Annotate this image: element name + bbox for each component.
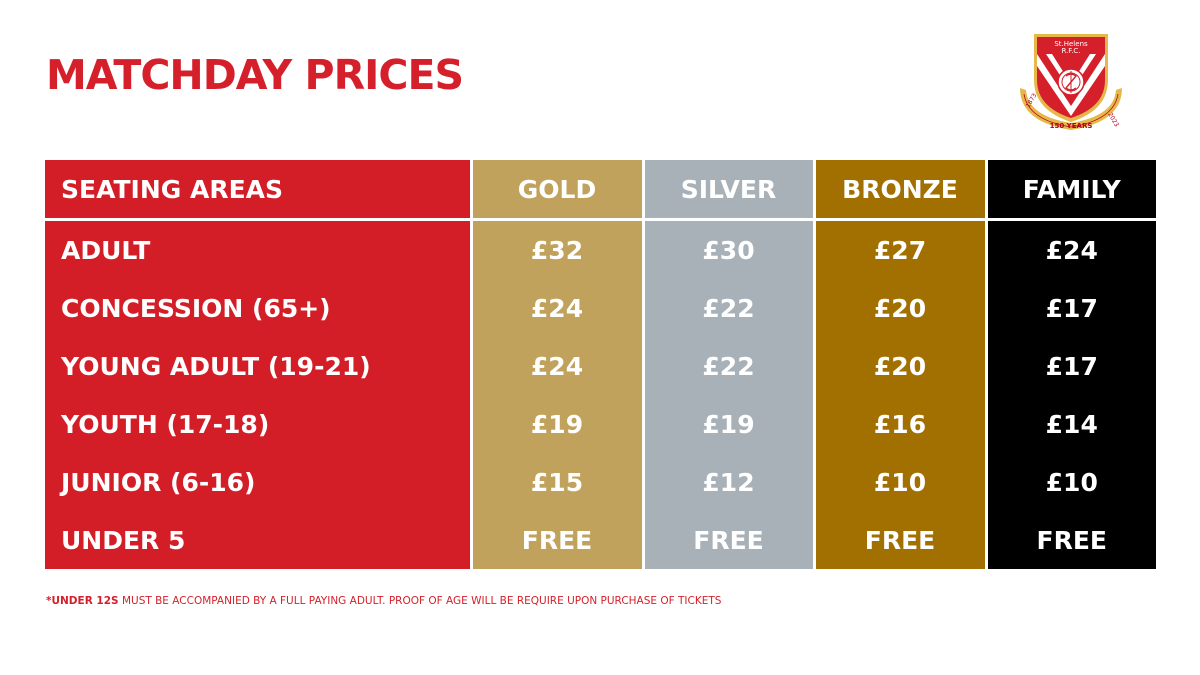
price-bronze: £27 <box>814 219 988 279</box>
price-gold: £32 <box>471 219 645 279</box>
price-gold: £24 <box>471 337 645 395</box>
price-bronze: £20 <box>814 337 988 395</box>
price-bronze: £16 <box>814 395 988 453</box>
table-row: UNDER 5 FREE FREE FREE FREE <box>45 511 1156 569</box>
footnote-text: MUST BE ACCOMPANIED BY A FULL PAYING ADU… <box>118 595 722 607</box>
price-gold: FREE <box>471 511 645 569</box>
page-title: MATCHDAY PRICES <box>46 51 464 99</box>
table-row: ADULT £32 £30 £27 £24 <box>45 219 1156 279</box>
table-row: CONCESSION (65+) £24 £22 £20 £17 <box>45 279 1156 337</box>
price-family: £14 <box>986 395 1156 453</box>
price-silver: FREE <box>643 511 816 569</box>
price-gold: £15 <box>471 453 645 511</box>
crest-year-right: 2023 <box>1106 112 1120 129</box>
table-row: YOUTH (17-18) £19 £19 £16 £14 <box>45 395 1156 453</box>
header-family: FAMILY <box>986 160 1156 221</box>
crest-year-left: 1873 <box>1025 92 1039 109</box>
footnote-bold: *UNDER 12S <box>46 595 119 607</box>
crest-top-text-1: St.Helens <box>1054 40 1088 48</box>
row-label: UNDER 5 <box>45 511 473 569</box>
price-family: £24 <box>986 219 1156 279</box>
price-family: £10 <box>986 453 1156 511</box>
crest-top-text-2: R.F.C. <box>1061 47 1080 55</box>
price-silver: £22 <box>643 279 816 337</box>
header-gold: GOLD <box>471 160 645 221</box>
crest-ribbon-text: 150 YEARS <box>1050 122 1093 130</box>
row-label: YOUNG ADULT (19-21) <box>45 337 473 395</box>
price-family: £17 <box>986 279 1156 337</box>
price-family: FREE <box>986 511 1156 569</box>
price-family: £17 <box>986 337 1156 395</box>
header-seating-areas: SEATING AREAS <box>45 160 473 221</box>
price-silver: £30 <box>643 219 816 279</box>
price-gold: £19 <box>471 395 645 453</box>
row-label: ADULT <box>45 219 473 279</box>
header-silver: SILVER <box>643 160 816 221</box>
price-bronze: FREE <box>814 511 988 569</box>
price-silver: £22 <box>643 337 816 395</box>
row-label: JUNIOR (6-16) <box>45 453 473 511</box>
price-silver: £19 <box>643 395 816 453</box>
price-bronze: £20 <box>814 279 988 337</box>
header-bronze: BRONZE <box>814 160 988 221</box>
footnote: *UNDER 12S MUST BE ACCOMPANIED BY A FULL… <box>46 595 721 607</box>
price-gold: £24 <box>471 279 645 337</box>
price-bronze: £10 <box>814 453 988 511</box>
price-silver: £12 <box>643 453 816 511</box>
club-crest-logo: St.Helens R.F.C. 1873 2023 150 YEARS <box>1020 34 1122 130</box>
price-table: SEATING AREAS GOLD SILVER BRONZE FAMILY … <box>45 160 1156 569</box>
table-row: YOUNG ADULT (19-21) £24 £22 £20 £17 <box>45 337 1156 395</box>
row-label: YOUTH (17-18) <box>45 395 473 453</box>
row-label: CONCESSION (65+) <box>45 279 473 337</box>
table-row: JUNIOR (6-16) £15 £12 £10 £10 <box>45 453 1156 511</box>
table-header-row: SEATING AREAS GOLD SILVER BRONZE FAMILY <box>45 160 1156 221</box>
